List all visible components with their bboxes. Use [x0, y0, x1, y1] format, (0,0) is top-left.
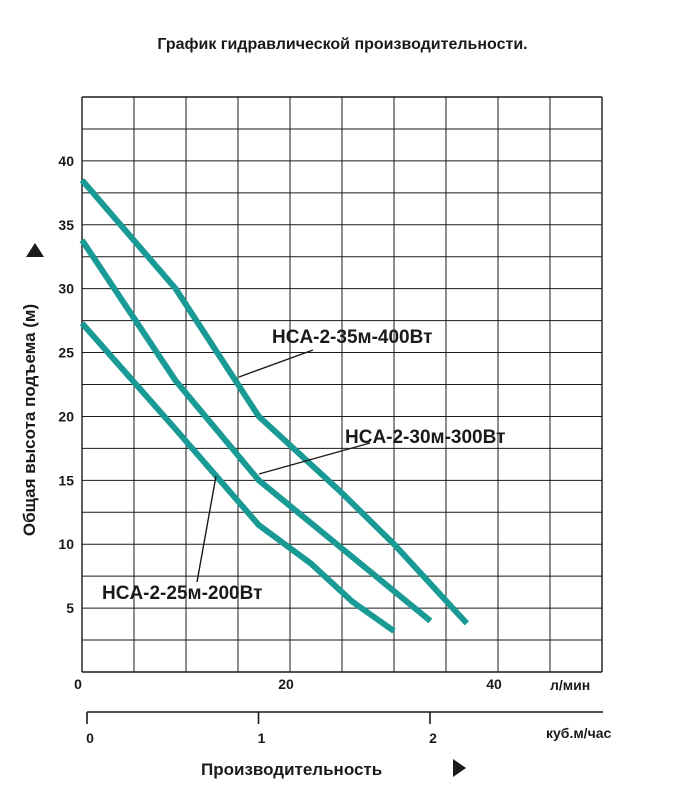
- y-tick-label: 30: [58, 281, 74, 297]
- series-label-3: HCA-2-25м-200Вт: [102, 583, 262, 604]
- y-tick-label: 35: [58, 217, 74, 233]
- series-line-3: [79, 321, 396, 634]
- chart-curves: [79, 178, 470, 634]
- x-axis-arrow-icon: [453, 759, 466, 777]
- y-tick-label: 40: [58, 153, 74, 169]
- y-axis-arrow-icon: [26, 243, 44, 257]
- series-leader-line-2: [258, 442, 371, 475]
- x-units-primary: л/мин: [550, 677, 590, 693]
- y-tick-label: 20: [58, 408, 74, 424]
- series-label-2: HCA-2-30м-300Вт: [345, 427, 505, 448]
- x-tick-label: 40: [486, 676, 502, 692]
- y-axis-title: Общая высота подъема (м): [20, 304, 39, 536]
- secondary-tick-label: 2: [429, 730, 437, 746]
- series-label-1: HCA-2-35м-400Вт: [272, 327, 432, 348]
- chart-title: График гидравлической производительности…: [0, 36, 685, 54]
- series-leader-line-1: [238, 349, 314, 378]
- y-tick-label: 15: [58, 472, 74, 488]
- series-line-1: [79, 178, 470, 626]
- chart-ticks: 5 10 15 20 25 30 35 40 0 20 40 л/мин 0 1 2 куб.м/час: [58, 153, 611, 746]
- x-tick-label: 0: [74, 676, 82, 692]
- y-tick-label: 10: [58, 536, 74, 552]
- secondary-tick-label: 1: [258, 730, 266, 746]
- x-tick-label: 20: [278, 676, 294, 692]
- y-tick-label: 5: [66, 600, 74, 616]
- secondary-tick-label: 0: [86, 730, 94, 746]
- series-line-2: [79, 238, 433, 624]
- chart-title-text: График гидравлической производительности…: [157, 36, 528, 53]
- series-leader-line-3: [196, 475, 217, 583]
- chart-labels: Производительность Общая высота подъема (…: [20, 243, 505, 779]
- x-units-secondary: куб.м/час: [546, 725, 611, 741]
- y-tick-label: 25: [58, 345, 74, 361]
- x-axis-title: Производительность: [201, 760, 382, 779]
